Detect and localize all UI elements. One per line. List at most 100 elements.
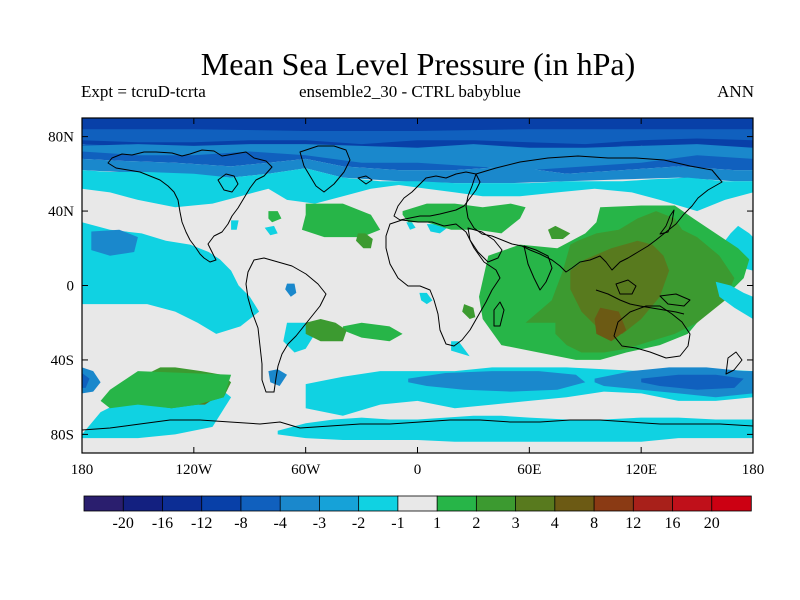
colorbar-swatch-2	[162, 495, 203, 512]
x-tick-label-0: 180	[71, 462, 94, 478]
colorbar-swatch-1	[122, 495, 164, 512]
chart-title: Mean Sea Level Pressure (in hPa)	[200, 46, 636, 82]
colorbar-swatch-3	[201, 495, 242, 512]
colorbar-label-1: -16	[152, 515, 173, 532]
coast-japan	[659, 209, 675, 235]
contour-region-23	[268, 211, 282, 223]
coast-north-america	[107, 149, 273, 263]
colorbar-label-11: 4	[551, 515, 559, 532]
coast-hudson-bay	[217, 173, 239, 193]
coast-antarctica	[82, 419, 753, 431]
colorbar-swatch-10	[475, 495, 517, 512]
y-tick-label-4: 80S	[51, 427, 74, 443]
colorbar-swatch-4	[240, 495, 281, 512]
colorbar-label-5: -3	[313, 515, 326, 532]
contour-region-39	[82, 118, 753, 131]
coast-iceland	[357, 175, 373, 185]
coastlines	[82, 145, 753, 431]
axis-ticks: 180 120W 60W 0 60E 120E 180 80N 40N 0 40S 80S	[48, 118, 764, 478]
colorbar-label-14: 16	[665, 515, 681, 532]
colorbar-label-6: -2	[352, 515, 365, 532]
colorbar-swatch-12	[554, 495, 595, 512]
y-tick-label-2: 0	[67, 279, 75, 295]
contour-region-3	[82, 168, 753, 212]
season-label: ANN	[717, 82, 754, 101]
contour-region-19	[419, 292, 433, 305]
colorbar-label-2: -12	[191, 515, 212, 532]
contour-region-40	[268, 369, 287, 386]
colorbar-swatch-7	[358, 495, 399, 512]
y-tick-label-1: 40N	[48, 204, 74, 220]
coast-new-guinea	[659, 293, 691, 307]
colorbar-label-8: 1	[433, 515, 441, 532]
contour-region-32	[594, 307, 627, 342]
x-tick-label-5: 120E	[625, 462, 657, 478]
contour-region-25	[342, 322, 403, 342]
coast-europe	[393, 171, 481, 221]
contour-region-31	[570, 240, 670, 334]
colorbar-label-12: 8	[590, 515, 598, 532]
colorbar-swatch-13	[593, 495, 634, 512]
colorbar-swatch-11	[515, 495, 556, 512]
colorbar-label-13: 12	[625, 515, 641, 532]
coast-asia	[465, 155, 723, 273]
y-tick-label-0: 80N	[48, 130, 74, 146]
coast-africa	[385, 219, 501, 347]
colorbar-swatch-0	[83, 495, 124, 512]
coast-india	[523, 245, 553, 291]
colorbar-label-10: 3	[512, 515, 520, 532]
x-tick-label-4: 60E	[517, 462, 541, 478]
x-tick-label-1: 120W	[175, 462, 213, 478]
contour-region-24	[301, 203, 381, 238]
colorbar-label-7: -1	[391, 515, 404, 532]
coast-australia	[613, 305, 691, 359]
coast-madagascar	[493, 301, 505, 327]
colorbar-swatch-9	[436, 495, 478, 512]
ensemble-label: ensemble2_30 - CTRL babyblue	[299, 82, 521, 101]
coast-new-zealand	[725, 351, 743, 375]
coast-greenland	[299, 145, 351, 193]
contour-region-43	[305, 319, 347, 342]
colorbar-swatch-14	[632, 495, 674, 512]
colorbar-label-15: 20	[704, 515, 720, 532]
contour-region-29	[462, 304, 476, 319]
colorbar-label-0: -20	[113, 515, 134, 532]
colorbar-swatch-16	[711, 495, 752, 512]
x-tick-label-6: 180	[742, 462, 765, 478]
contour-region-22	[402, 203, 526, 234]
contour-region-8	[277, 415, 753, 442]
contour-region-17	[264, 225, 278, 236]
contour-region-9	[408, 371, 586, 392]
colorbar-swatch-15	[672, 495, 713, 512]
x-tick-label-3: 0	[414, 462, 422, 478]
y-tick-label-3: 40S	[51, 353, 74, 369]
contour-region-15	[285, 283, 297, 297]
coast-arabia	[467, 227, 503, 263]
contour-region-18	[406, 222, 416, 230]
colorbar-label-4: -4	[274, 515, 287, 532]
contour-region-36	[100, 371, 232, 409]
contour-region-12	[82, 367, 101, 394]
contour-region-2	[82, 158, 753, 184]
colorbar-swatch-6	[319, 495, 360, 512]
contour-region-37	[82, 144, 753, 171]
contour-region-42	[715, 281, 753, 319]
experiment-label: Expt = tcruD-tcrta	[81, 82, 206, 101]
colorbar-swatch-8	[397, 495, 438, 512]
coast-south-america	[245, 257, 327, 393]
coast-borneo	[615, 279, 637, 295]
colorbar-label-3: -8	[234, 515, 247, 532]
contour-region-16	[231, 220, 239, 230]
colorbar: -20 -16 -12 -8 -4 -3 -2 -1 1 2 3 4 8 12 16 20	[83, 495, 752, 532]
contour-region-30	[548, 225, 571, 239]
colorbar-label-9: 2	[472, 515, 480, 532]
colorbar-swatch-5	[279, 495, 321, 512]
contour-region-28	[356, 233, 373, 249]
contour-region-13	[82, 373, 90, 388]
x-tick-label-2: 60W	[291, 462, 321, 478]
contour-region-14	[91, 229, 138, 256]
coast-indonesia	[595, 289, 685, 315]
contour-region-11	[641, 374, 744, 390]
